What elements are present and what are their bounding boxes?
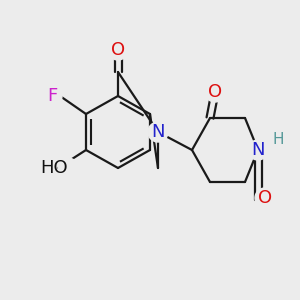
Circle shape — [205, 82, 225, 102]
Text: O: O — [111, 41, 125, 59]
Text: HO: HO — [40, 159, 68, 177]
Circle shape — [108, 40, 128, 60]
Circle shape — [58, 158, 78, 178]
Circle shape — [42, 86, 62, 106]
Text: O: O — [258, 189, 272, 207]
Circle shape — [255, 188, 275, 208]
Circle shape — [148, 122, 168, 142]
Text: F: F — [47, 87, 57, 105]
Text: N: N — [251, 141, 265, 159]
Text: O: O — [208, 83, 222, 101]
Text: H: H — [272, 133, 284, 148]
Text: N: N — [151, 123, 165, 141]
Circle shape — [248, 140, 268, 160]
